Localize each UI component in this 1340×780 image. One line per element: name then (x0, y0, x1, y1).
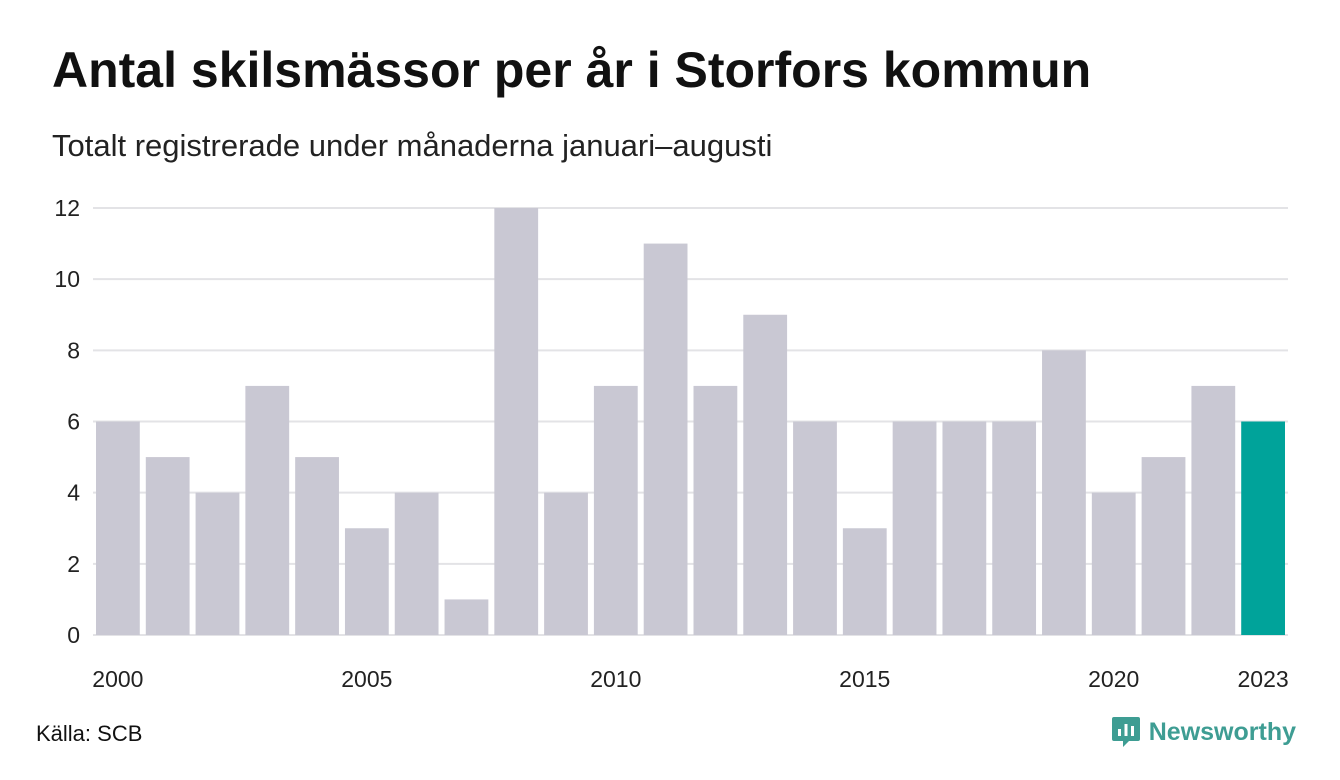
bar-2022 (1191, 385, 1236, 635)
bar-2007 (444, 599, 489, 635)
chart-subtitle: Totalt registrerade under månaderna janu… (52, 128, 773, 163)
bar-2004 (295, 457, 339, 635)
bar-2005 (344, 528, 389, 635)
bar-2006 (394, 492, 439, 635)
brand-logo: Newsworthy (1111, 712, 1296, 752)
bar-2002 (195, 492, 240, 635)
bar-2023 (1241, 421, 1285, 635)
bar-2010 (593, 385, 638, 635)
brand-name: Newsworthy (1148, 717, 1296, 746)
bar-2014 (793, 421, 837, 635)
x-tick-label: 2020 (1088, 666, 1139, 692)
x-tick-label: 2000 (92, 666, 143, 692)
x-axis-tick-labels: 2000 2005 2010 2015 2020 2023 (92, 666, 1288, 692)
chart-title: Antal skilsmässor per år i Storfors komm… (52, 42, 1092, 98)
source-note: Källa: SCB (36, 721, 143, 746)
bar-2017 (942, 421, 987, 635)
y-tick-label: 0 (67, 622, 80, 648)
x-tick-label: 2015 (839, 666, 890, 692)
bar-2013 (743, 314, 788, 635)
bars (96, 208, 1285, 636)
bar-2001 (145, 457, 190, 635)
bar-2015 (842, 528, 887, 635)
bar-2003 (245, 385, 290, 635)
bar-2020 (1091, 492, 1136, 635)
bar-2009 (544, 492, 588, 635)
y-tick-label: 10 (54, 266, 80, 292)
x-tick-label: 2023 (1238, 666, 1289, 692)
bar-2016 (892, 421, 937, 635)
bar-2012 (693, 385, 738, 635)
bar-2008 (494, 208, 539, 635)
bar-2021 (1141, 457, 1186, 635)
y-tick-label: 4 (67, 480, 80, 506)
x-tick-label: 2010 (590, 666, 641, 692)
y-axis-tick-labels: 0 2 4 6 8 10 12 (54, 195, 80, 648)
bar-2011 (643, 243, 688, 636)
y-tick-label: 6 (67, 409, 80, 435)
bar-2019 (1042, 350, 1086, 635)
newsworthy-logo-icon (1111, 717, 1140, 747)
bar-2000 (96, 421, 140, 635)
bar-2018 (992, 421, 1037, 635)
y-tick-label: 2 (67, 551, 80, 577)
gridlines (93, 207, 1288, 636)
y-tick-label: 8 (67, 337, 80, 363)
x-tick-label: 2005 (341, 666, 392, 692)
y-tick-label: 12 (54, 195, 80, 221)
